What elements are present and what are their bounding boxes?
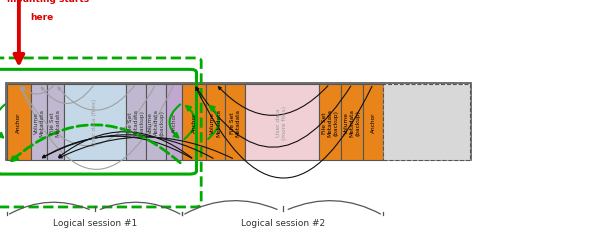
FancyArrowPatch shape [196, 87, 350, 148]
Text: File Set
Metadata
(backup): File Set Metadata (backup) [322, 108, 338, 136]
Bar [245, 84, 319, 160]
Bar [47, 84, 64, 160]
Bar [6, 84, 471, 161]
Text: Anchor: Anchor [172, 112, 176, 133]
FancyArrowPatch shape [42, 137, 192, 159]
Text: File Set
Metadata: File Set Metadata [230, 108, 241, 136]
FancyArrowPatch shape [41, 87, 93, 104]
FancyArrowPatch shape [21, 87, 155, 146]
Bar [319, 84, 341, 160]
Bar [206, 84, 225, 160]
FancyArrowPatch shape [58, 132, 192, 158]
Bar [341, 84, 363, 160]
Text: Volume
Metadata
(backup): Volume Metadata (backup) [148, 108, 165, 136]
Text: Logical session #1: Logical session #1 [53, 218, 137, 227]
Text: File Set
Metadata: File Set Metadata [50, 108, 61, 136]
Bar [146, 84, 166, 160]
FancyArrowPatch shape [58, 87, 135, 111]
Bar [182, 84, 206, 160]
FancyArrowPatch shape [218, 86, 328, 116]
Text: Anchor: Anchor [371, 112, 376, 133]
Text: User data
(more files): User data (more files) [276, 105, 287, 139]
Text: Anchor: Anchor [192, 112, 196, 133]
FancyArrowPatch shape [22, 86, 54, 95]
Text: Volume
Metadata: Volume Metadata [210, 108, 221, 136]
Text: User data (files): User data (files) [92, 99, 97, 146]
FancyArrowPatch shape [0, 105, 5, 138]
FancyArrowPatch shape [185, 107, 195, 139]
FancyArrowPatch shape [208, 107, 219, 139]
Bar [166, 84, 182, 160]
Text: File Set
Metadata
(backup): File Set Metadata (backup) [127, 108, 145, 136]
Text: here: here [31, 12, 54, 21]
Bar [64, 84, 126, 160]
Text: Volume
Metadata
(backup): Volume Metadata (backup) [344, 108, 360, 136]
FancyArrowPatch shape [42, 135, 213, 159]
Text: Anchor: Anchor [17, 112, 21, 133]
Bar [225, 84, 245, 160]
Bar [126, 84, 146, 160]
Text: Volume
Metadata: Volume Metadata [34, 108, 44, 136]
Bar [363, 84, 383, 160]
FancyArrowPatch shape [11, 125, 180, 163]
Bar [383, 84, 470, 160]
FancyArrowPatch shape [21, 87, 173, 170]
Bar [7, 84, 31, 160]
FancyArrowPatch shape [169, 105, 180, 138]
Bar [31, 84, 47, 160]
Text: mounting starts: mounting starts [7, 0, 89, 4]
Text: Logical session #2: Logical session #2 [241, 218, 324, 227]
FancyArrowPatch shape [59, 138, 232, 159]
FancyArrowPatch shape [196, 87, 372, 178]
